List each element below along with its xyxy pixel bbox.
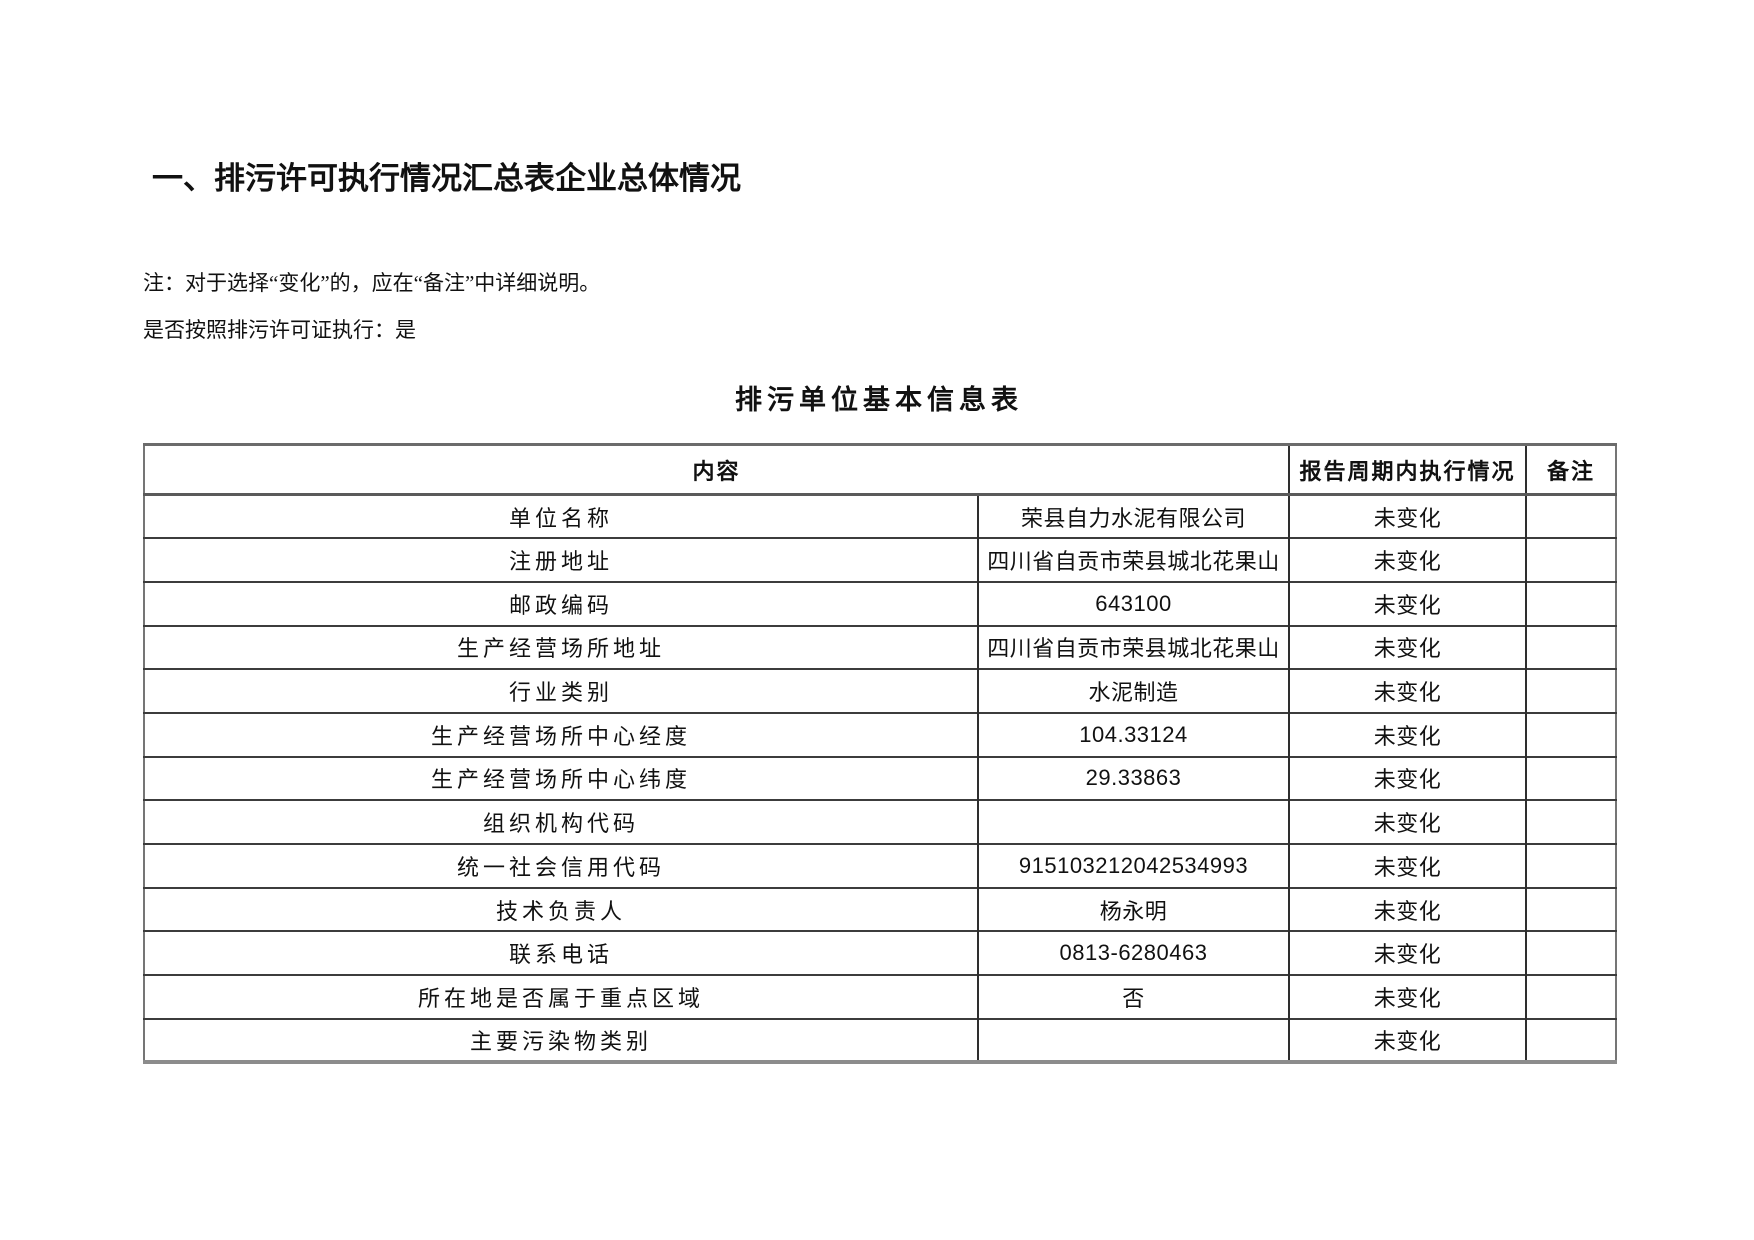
- row-remark-cell: [1525, 755, 1617, 801]
- row-value-cell: 0813-6280463: [976, 930, 1290, 976]
- row-status-cell: 未变化: [1288, 668, 1527, 713]
- row-status-cell: 未变化: [1288, 494, 1527, 539]
- row-remark-cell: [1525, 930, 1617, 976]
- row-value-cell: 四川省自贡市荣县城北花果山: [976, 624, 1290, 670]
- header-content: 内容: [144, 444, 1290, 496]
- row-value-cell: 643100: [976, 580, 1290, 626]
- compliance-statement: 是否按照排污许可证执行：是: [143, 318, 416, 342]
- table-row: 单位名称 荣县自力水泥有限公司 未变化: [144, 494, 1617, 539]
- row-remark-cell: [1525, 886, 1617, 932]
- table-row: 注册地址 四川省自贡市荣县城北花果山 未变化: [144, 537, 1617, 582]
- page-title-main: 一、排污许可执行情况汇总表: [152, 161, 555, 196]
- page-title-suffix: 企业总体情况: [555, 161, 741, 196]
- row-label-cell: 行业类别: [144, 668, 978, 713]
- note-text: 注：对于选择“变化”的，应在“备注”中详细说明。: [143, 271, 601, 295]
- header-status: 报告周期内执行情况: [1288, 444, 1527, 496]
- row-label-cell: 邮政编码: [144, 580, 978, 626]
- table-body: 单位名称 荣县自力水泥有限公司 未变化 注册地址 四川省自贡市荣县城北花果山 未…: [144, 494, 1617, 1063]
- row-status-cell: 未变化: [1288, 886, 1527, 932]
- table-row: 联系电话 0813-6280463 未变化: [144, 930, 1617, 976]
- row-status-cell: 未变化: [1288, 930, 1527, 976]
- row-status-cell: 未变化: [1288, 624, 1527, 670]
- row-remark-cell: [1525, 668, 1617, 713]
- row-label-cell: 生产经营场所地址: [144, 624, 978, 670]
- row-label-cell: 组织机构代码: [144, 799, 978, 844]
- table-header-row: 内容 报告周期内执行情况 备注: [144, 444, 1617, 496]
- table-row: 行业类别 水泥制造 未变化: [144, 668, 1617, 713]
- row-status-cell: 未变化: [1288, 537, 1527, 582]
- row-label-cell: 所在地是否属于重点区域: [144, 974, 978, 1019]
- row-value-cell: 104.33124: [976, 711, 1290, 757]
- page-title: 一、排污许可执行情况汇总表企业总体情况: [152, 160, 741, 199]
- row-remark-cell: [1525, 843, 1617, 888]
- header-remark: 备注: [1525, 444, 1617, 496]
- table-header: 内容 报告周期内执行情况 备注: [144, 444, 1617, 496]
- row-remark-cell: [1525, 624, 1617, 670]
- row-value-cell: [976, 799, 1290, 844]
- row-value-cell: 915103212042534993: [976, 843, 1290, 888]
- row-value-cell: 水泥制造: [976, 668, 1290, 713]
- row-label-cell: 联系电话: [144, 930, 978, 976]
- row-value-cell: 29.33863: [976, 755, 1290, 801]
- row-remark-cell: [1525, 580, 1617, 626]
- table-row: 技术负责人 杨永明 未变化: [144, 886, 1617, 932]
- row-status-cell: 未变化: [1288, 755, 1527, 801]
- row-remark-cell: [1525, 974, 1617, 1019]
- row-value-cell: 四川省自贡市荣县城北花果山: [976, 537, 1290, 582]
- row-remark-cell: [1525, 494, 1617, 539]
- row-label-cell: 生产经营场所中心经度: [144, 711, 978, 757]
- table-row: 组织机构代码 未变化: [144, 799, 1617, 844]
- row-remark-cell: [1525, 799, 1617, 844]
- table-row: 所在地是否属于重点区域 否 未变化: [144, 974, 1617, 1019]
- row-status-cell: 未变化: [1288, 799, 1527, 844]
- row-status-cell: 未变化: [1288, 580, 1527, 626]
- table-row: 生产经营场所地址 四川省自贡市荣县城北花果山 未变化: [144, 624, 1617, 670]
- row-label-cell: 单位名称: [508, 505, 613, 531]
- row-value-cell: 否: [976, 974, 1290, 1019]
- row-remark-cell: [1525, 1017, 1617, 1063]
- row-value-cell: [976, 1017, 1290, 1063]
- table-row: 主要污染物类别 未变化: [144, 1017, 1617, 1063]
- row-remark-cell: [1525, 711, 1617, 757]
- row-label-cell: 主要污染物类别: [144, 1017, 978, 1063]
- table-title: 排污单位基本信息表: [735, 385, 1023, 415]
- row-status-cell: 未变化: [1288, 1017, 1527, 1063]
- row-remark-cell: [1525, 537, 1617, 582]
- table-row: 生产经营场所中心经度 104.33124 未变化: [144, 711, 1617, 757]
- table-row: 邮政编码 643100 未变化: [144, 580, 1617, 626]
- row-status-cell: 未变化: [1288, 974, 1527, 1019]
- row-value-cell: 杨永明: [976, 886, 1290, 932]
- row-value-cell: 荣县自力水泥有限公司: [976, 494, 1290, 539]
- row-label-cell: 注册地址: [144, 537, 978, 582]
- row-label-cell: 生产经营场所中心纬度: [144, 755, 978, 801]
- row-label-cell: 技术负责人: [144, 886, 978, 932]
- row-label-cell: 统一社会信用代码: [144, 843, 978, 888]
- table-row: 统一社会信用代码 915103212042534993 未变化: [144, 843, 1617, 888]
- basic-info-table: 内容 报告周期内执行情况 备注 单位名称 荣县自力水泥有限公司 未变化 注册地址…: [143, 443, 1618, 1065]
- row-status-cell: 未变化: [1288, 711, 1527, 757]
- table-row: 生产经营场所中心纬度 29.33863 未变化: [144, 755, 1617, 801]
- row-status-cell: 未变化: [1288, 843, 1527, 888]
